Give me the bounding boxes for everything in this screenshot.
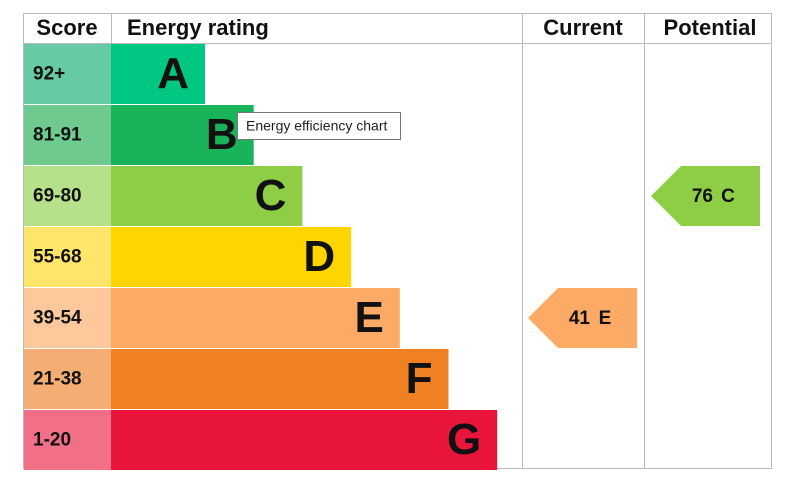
band-letter: F [406,354,433,403]
score-label: 55-68 [33,247,82,268]
band-letter: B [206,110,238,159]
band-bar [111,227,352,287]
score-cell [24,227,111,287]
header-rating: Energy rating [127,15,269,40]
band-letter: G [447,415,481,464]
rating-letter: C [721,186,735,207]
band-letter: E [354,293,383,342]
band-bar [111,166,303,226]
score-label: 21-38 [33,369,82,390]
rating-value: 41 [569,308,591,329]
score-label: 39-54 [33,308,82,329]
band-bar [111,410,498,470]
score-label: 92+ [33,64,65,85]
header-current: Current [543,15,623,40]
band-letter: A [157,49,189,98]
score-cell [24,288,111,348]
score-cell [24,349,111,409]
score-cell [24,410,111,470]
band-bar [111,288,400,348]
score-label: 1-20 [33,430,71,451]
score-cell [24,166,111,226]
band-bar [111,105,254,165]
score-label: 81-91 [33,125,82,146]
score-cell [24,105,111,165]
header-potential: Potential [664,15,757,40]
header-score: Score [36,15,97,40]
score-label: 69-80 [33,186,82,207]
band-bar [111,44,205,104]
rating-value: 76 [692,186,713,207]
rating-letter: E [599,308,612,329]
rating-arrow [651,166,760,226]
rating-arrow [528,288,637,348]
band-letter: C [255,171,287,220]
band-letter: D [303,232,335,281]
tooltip-text: Energy efficiency chart [246,118,387,134]
tooltip-box [237,112,401,140]
band-bar [111,349,449,409]
score-cell [24,44,111,104]
